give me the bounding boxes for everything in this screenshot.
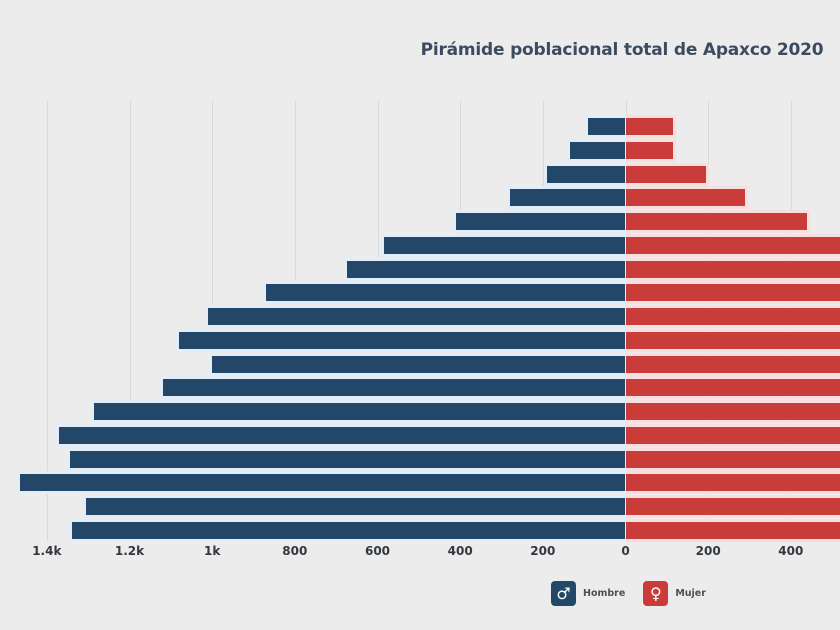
plot-area [0, 100, 840, 542]
male-icon: ♂ [551, 581, 576, 606]
male-bar-row-17 [83, 495, 626, 518]
x-tick-label: 800 [282, 544, 308, 558]
female-bar-row-5 [625, 210, 811, 233]
female-bar-row-9 [625, 305, 840, 328]
male-bar-row-13 [91, 400, 626, 423]
male-bar-row-1 [585, 115, 626, 138]
female-bar-row-17 [625, 495, 840, 518]
female-bar-row-2 [625, 138, 677, 162]
male-bar-row-7 [343, 257, 626, 281]
male-bar-row-4 [506, 186, 626, 210]
female-bar-row-3 [625, 162, 710, 186]
male-bar-row-2 [566, 138, 626, 162]
male-bar-row-8 [262, 281, 626, 305]
male-bar-row-15 [66, 447, 626, 471]
x-tick-label: 1k [203, 544, 221, 558]
male-bar-row-11 [209, 352, 626, 376]
x-axis: 1.4k 1.2k 1k 800 600 400 200 0 200 400 [0, 544, 840, 560]
female-bar-row-1 [625, 115, 677, 138]
female-bar-row-15 [625, 447, 840, 471]
x-tick-label: 200 [695, 544, 721, 558]
female-bar-row-13 [625, 400, 840, 423]
male-bar-row-12 [159, 376, 626, 400]
male-bar-row-3 [543, 162, 626, 186]
male-bar-row-14 [56, 423, 626, 447]
gridline [46, 100, 48, 541]
x-tick-label: 600 [364, 544, 391, 558]
legend: ♂ Hombre ♀ Mujer [551, 581, 706, 606]
male-bar-row-18 [68, 518, 626, 542]
male-bar-row-5 [453, 210, 626, 233]
male-bar-row-6 [380, 233, 626, 257]
female-bar-row-14 [625, 423, 840, 447]
female-bar-row-11 [625, 352, 840, 376]
legend-item-hombre[interactable]: ♂ Hombre [551, 581, 625, 606]
x-tick-label: 200 [530, 544, 556, 558]
x-tick-label: 1.4k [32, 544, 62, 558]
male-bar-row-10 [176, 328, 626, 352]
chart-title: Pirámide poblacional total de Apaxco 202… [420, 40, 824, 60]
x-tick-label: 400 [447, 544, 473, 558]
female-bar-row-18 [625, 518, 840, 542]
female-bar-row-8 [625, 281, 840, 305]
female-bar-row-6 [625, 233, 840, 257]
female-bar-row-7 [625, 257, 840, 281]
female-bar-row-16 [625, 471, 840, 495]
legend-label-mujer: Mujer [675, 588, 706, 599]
legend-item-mujer[interactable]: ♀ Mujer [643, 581, 706, 606]
legend-label-hombre: Hombre [583, 588, 626, 599]
female-bar-row-4 [625, 186, 749, 210]
x-tick-label: 1.2k [114, 544, 145, 558]
female-bar-row-10 [625, 328, 840, 352]
male-bar-row-9 [205, 305, 626, 328]
gridline [129, 100, 131, 541]
male-bar-row-16 [16, 471, 626, 495]
x-tick-label: 400 [778, 544, 804, 558]
female-icon: ♀ [643, 581, 669, 606]
x-tick-label: 0 [621, 544, 630, 558]
female-bar-row-12 [625, 376, 840, 400]
